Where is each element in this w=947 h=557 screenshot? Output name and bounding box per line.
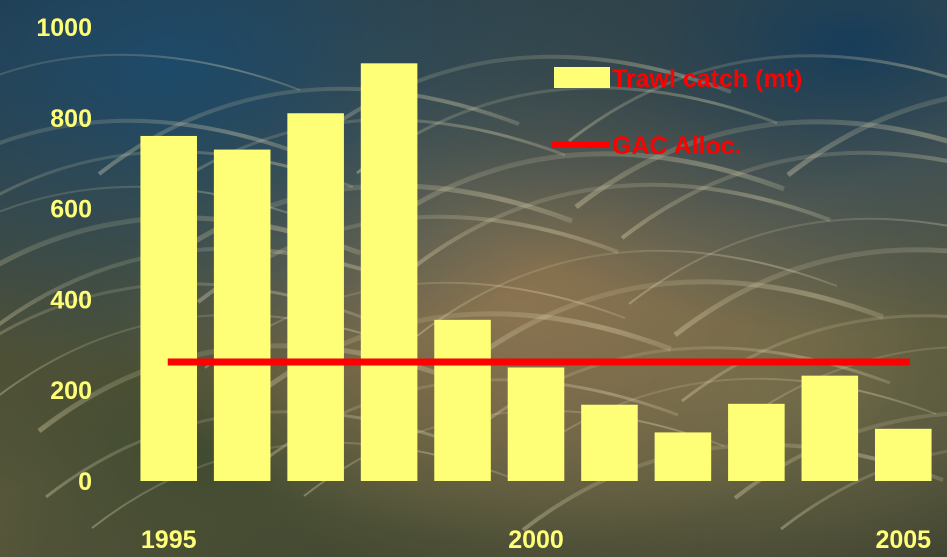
background-strand — [727, 346, 947, 433]
background-strand — [620, 150, 947, 240]
background-strand — [515, 377, 937, 465]
background-strand — [673, 247, 947, 337]
bar — [801, 375, 859, 481]
legend-swatch-trawl — [554, 67, 610, 88]
x-tick-label: 2005 — [875, 526, 931, 554]
background-strand — [786, 96, 947, 177]
bar — [654, 432, 712, 481]
bar — [581, 404, 638, 481]
background-strand — [568, 54, 947, 143]
y-tick-label: 400 — [50, 286, 92, 314]
background-strand — [408, 182, 831, 272]
background-strand — [0, 53, 301, 91]
bar — [140, 135, 198, 481]
bar — [213, 149, 271, 481]
y-tick-label: 0 — [78, 468, 92, 496]
legend-label-trawl: Trawl catch (mt) — [612, 65, 802, 93]
bar — [728, 403, 785, 481]
background-strand — [362, 151, 785, 241]
background-strand — [356, 86, 778, 175]
background-strand — [574, 119, 947, 209]
bar — [360, 63, 418, 481]
background-texture — [0, 53, 947, 532]
y-tick-label: 600 — [50, 196, 92, 224]
x-axis-ticks: 1995 2000 2005 — [141, 526, 931, 554]
bar — [507, 367, 565, 481]
bar — [434, 319, 491, 481]
bar — [287, 113, 344, 481]
background-strand — [416, 249, 838, 337]
legend-swatch-gac — [552, 142, 610, 148]
x-tick-label: 1995 — [141, 526, 197, 554]
background-strand — [461, 279, 884, 369]
legend-label-gac: GAC Alloc. — [612, 132, 742, 160]
x-tick-label: 2000 — [508, 526, 564, 554]
y-tick-label: 1000 — [36, 14, 92, 42]
y-tick-label: 800 — [50, 105, 92, 133]
background-strand — [780, 449, 947, 531]
background-strand — [150, 183, 573, 273]
background-strand — [733, 411, 947, 500]
y-axis-ticks: 0 200 400 600 800 1000 — [36, 14, 92, 496]
bar — [874, 428, 932, 481]
background-strand — [681, 314, 947, 403]
y-tick-label: 200 — [50, 377, 92, 405]
legend: Trawl catch (mt) GAC Alloc. — [552, 65, 802, 160]
background-strand — [0, 118, 308, 158]
background-strand — [628, 217, 947, 305]
bar-series — [140, 63, 932, 481]
